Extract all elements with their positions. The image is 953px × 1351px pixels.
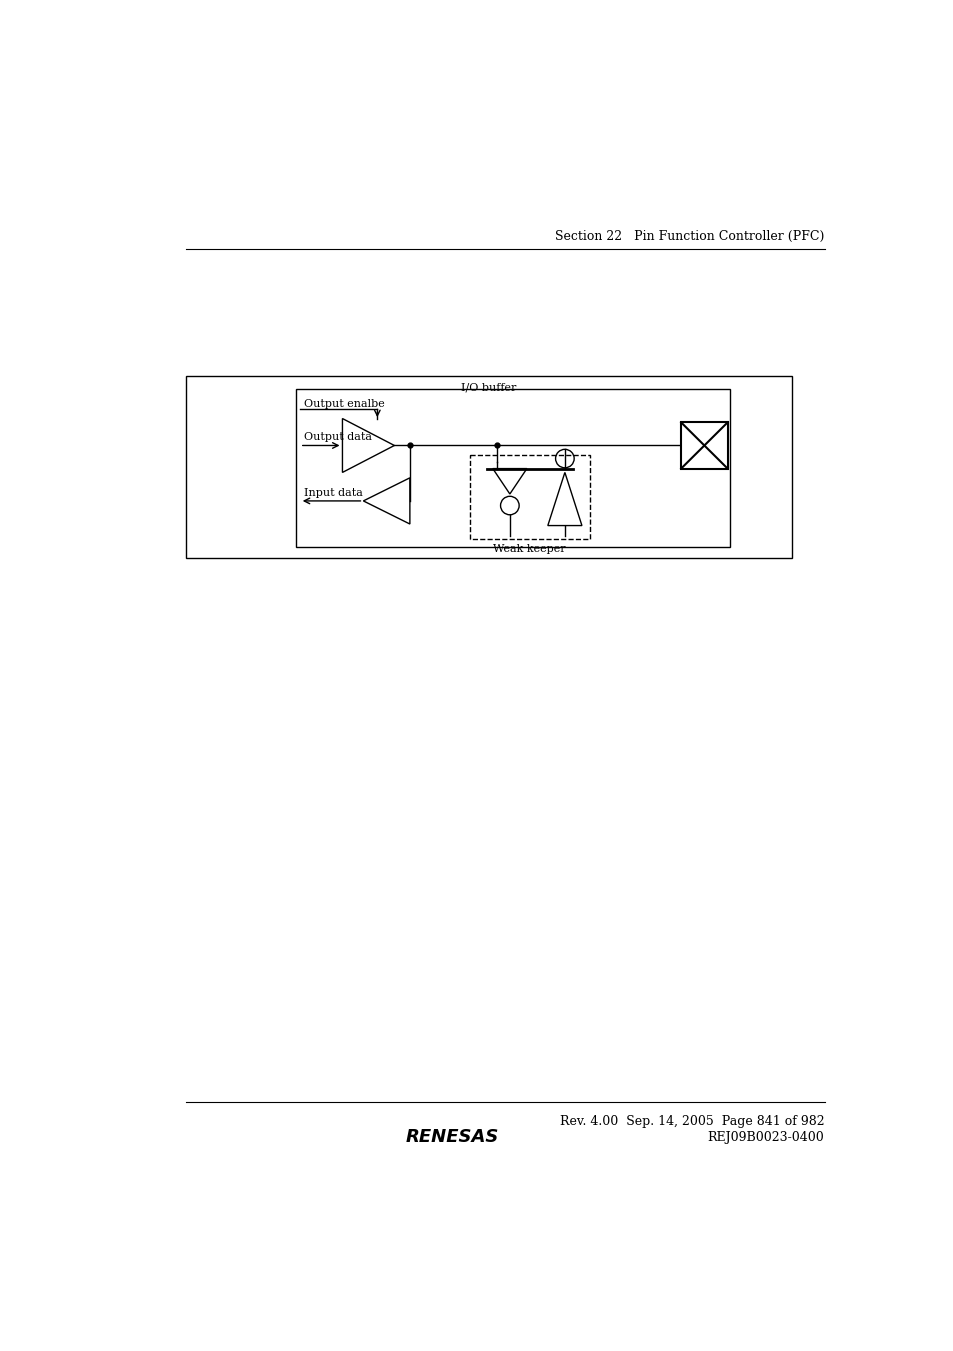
Text: I/O buffer: I/O buffer xyxy=(460,382,517,392)
Bar xyxy=(295,389,729,547)
Bar xyxy=(186,376,791,558)
Text: Section 22   Pin Function Controller (PFC): Section 22 Pin Function Controller (PFC) xyxy=(555,230,823,243)
Text: Rev. 4.00  Sep. 14, 2005  Page 841 of 982: Rev. 4.00 Sep. 14, 2005 Page 841 of 982 xyxy=(559,1116,823,1128)
Text: Input data: Input data xyxy=(303,488,362,497)
Text: RENESAS: RENESAS xyxy=(405,1128,498,1147)
Text: Weak keeper: Weak keeper xyxy=(493,544,565,554)
Text: REJ09B0023-0400: REJ09B0023-0400 xyxy=(707,1131,823,1144)
Bar xyxy=(680,423,727,469)
Text: Output enalbe: Output enalbe xyxy=(303,399,384,408)
Text: Output data: Output data xyxy=(303,432,372,442)
Bar xyxy=(469,455,589,539)
